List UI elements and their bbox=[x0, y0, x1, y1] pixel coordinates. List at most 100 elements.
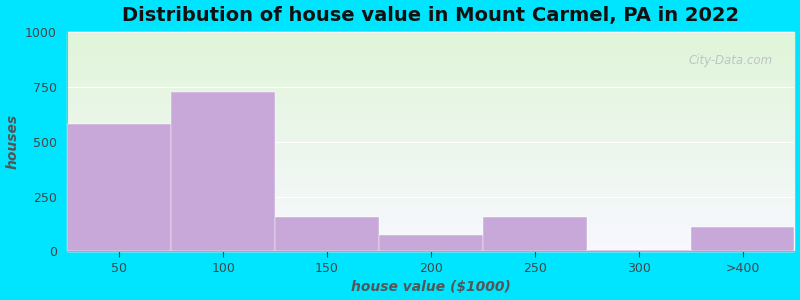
Bar bbox=[67, 94, 794, 95]
Bar bbox=[67, 61, 794, 62]
Bar bbox=[67, 98, 794, 99]
Bar bbox=[67, 78, 794, 79]
Bar bbox=[67, 97, 794, 98]
Bar bbox=[67, 138, 794, 139]
Bar bbox=[67, 83, 794, 84]
Bar bbox=[67, 40, 794, 41]
Bar bbox=[67, 245, 794, 246]
Bar bbox=[67, 86, 794, 87]
Bar bbox=[67, 46, 794, 47]
Bar bbox=[67, 39, 794, 40]
Bar bbox=[67, 85, 794, 86]
Bar bbox=[67, 96, 794, 97]
Bar bbox=[67, 141, 794, 142]
Bar bbox=[67, 166, 794, 167]
Bar bbox=[67, 193, 794, 194]
Bar bbox=[67, 202, 794, 203]
Bar bbox=[67, 181, 794, 182]
Bar bbox=[67, 79, 794, 80]
Bar bbox=[67, 230, 794, 231]
Bar bbox=[67, 111, 794, 112]
Bar bbox=[67, 113, 794, 114]
Bar bbox=[67, 105, 794, 106]
Bar bbox=[67, 219, 794, 220]
Bar bbox=[67, 66, 794, 67]
Bar bbox=[67, 82, 794, 83]
Bar bbox=[67, 207, 794, 208]
Bar bbox=[67, 227, 794, 228]
Bar bbox=[67, 32, 794, 33]
Bar bbox=[67, 234, 794, 235]
Bar bbox=[67, 160, 794, 161]
Bar bbox=[67, 195, 794, 196]
Bar bbox=[67, 56, 794, 57]
Bar bbox=[67, 202, 794, 203]
Bar bbox=[67, 147, 794, 148]
Bar bbox=[67, 126, 794, 127]
Title: Distribution of house value in Mount Carmel, PA in 2022: Distribution of house value in Mount Car… bbox=[122, 6, 739, 25]
Bar bbox=[67, 45, 794, 46]
Bar bbox=[67, 125, 794, 126]
Bar bbox=[67, 164, 794, 165]
Bar bbox=[67, 102, 794, 103]
Bar bbox=[67, 68, 794, 69]
Bar bbox=[67, 206, 794, 207]
Bar bbox=[67, 59, 794, 60]
Bar bbox=[67, 136, 794, 137]
Bar bbox=[586, 250, 690, 251]
Bar bbox=[67, 130, 794, 131]
Bar bbox=[67, 42, 794, 43]
Bar bbox=[67, 51, 794, 52]
Bar bbox=[67, 116, 794, 117]
Bar bbox=[67, 100, 794, 101]
Bar bbox=[67, 117, 794, 118]
Bar bbox=[67, 123, 794, 124]
Bar bbox=[67, 215, 794, 216]
Bar bbox=[67, 70, 794, 71]
Bar bbox=[67, 168, 794, 169]
Bar bbox=[67, 173, 794, 174]
Bar bbox=[67, 37, 794, 38]
Bar bbox=[67, 248, 794, 249]
Bar bbox=[67, 186, 794, 187]
Bar bbox=[67, 71, 794, 72]
Bar bbox=[67, 60, 794, 61]
Bar bbox=[67, 148, 794, 149]
Bar bbox=[67, 178, 794, 179]
Bar bbox=[67, 108, 794, 109]
Bar bbox=[67, 77, 794, 78]
Bar bbox=[67, 139, 794, 140]
Bar bbox=[67, 114, 794, 115]
Bar bbox=[67, 233, 794, 234]
Bar bbox=[67, 232, 794, 233]
Bar bbox=[67, 99, 794, 100]
Bar bbox=[67, 220, 794, 221]
Bar bbox=[67, 124, 794, 125]
Bar bbox=[67, 196, 794, 197]
Bar bbox=[67, 122, 794, 123]
Bar bbox=[67, 119, 794, 120]
Bar bbox=[67, 225, 794, 226]
Bar bbox=[67, 242, 794, 243]
Bar bbox=[67, 167, 794, 168]
Bar bbox=[67, 163, 794, 164]
Bar bbox=[67, 169, 794, 170]
Bar bbox=[67, 64, 794, 65]
Bar bbox=[67, 87, 794, 88]
Bar bbox=[67, 110, 794, 111]
Bar bbox=[67, 118, 794, 119]
Bar bbox=[67, 198, 794, 199]
Bar bbox=[67, 176, 794, 177]
Bar bbox=[67, 154, 794, 155]
Bar bbox=[67, 41, 794, 42]
Bar bbox=[67, 153, 794, 154]
Bar bbox=[67, 238, 794, 239]
Bar bbox=[67, 162, 794, 163]
Bar bbox=[483, 218, 586, 251]
Bar bbox=[67, 38, 794, 39]
Bar bbox=[67, 159, 794, 160]
Bar bbox=[67, 161, 794, 162]
Bar bbox=[67, 135, 794, 136]
Bar bbox=[67, 157, 794, 158]
Bar bbox=[67, 183, 794, 184]
